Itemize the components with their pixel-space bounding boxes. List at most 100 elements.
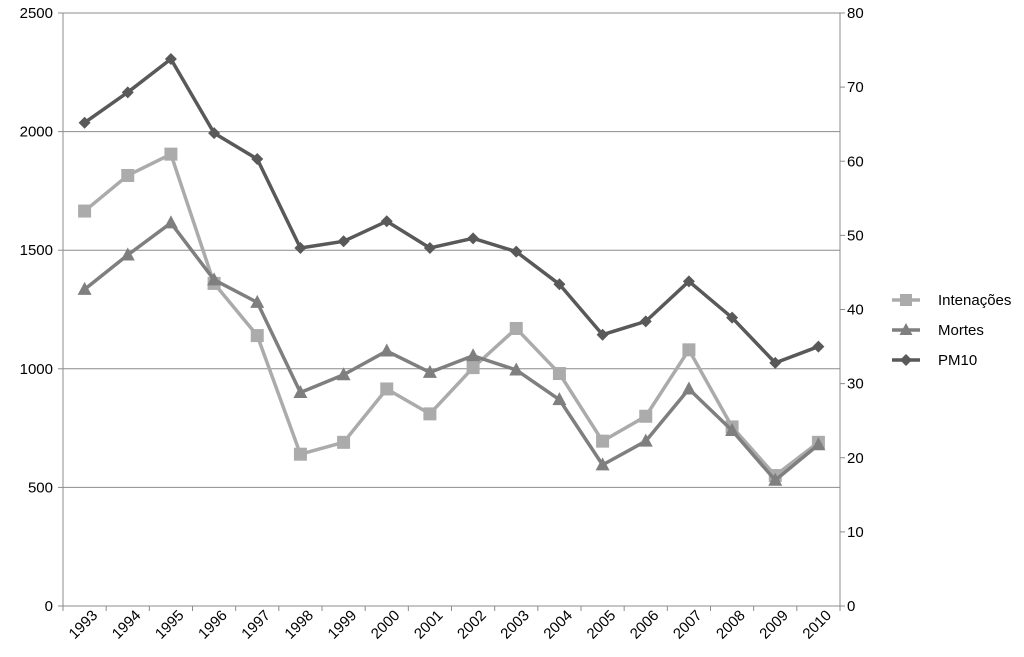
triangle-marker xyxy=(899,323,913,335)
diamond-marker xyxy=(164,52,177,65)
right-tick-label: 80 xyxy=(847,5,864,22)
series-mortes xyxy=(77,215,826,486)
series-intenações xyxy=(78,147,825,483)
left-axis-ticks: 0 500 1000 1500 2000 2500 xyxy=(20,5,63,615)
right-tick-label: 0 xyxy=(847,598,855,615)
x-tick-label: 1996 xyxy=(195,607,231,643)
right-tick-label: 30 xyxy=(847,376,864,393)
series xyxy=(77,52,826,486)
triangle-marker xyxy=(466,348,481,362)
x-tick-label: 1997 xyxy=(238,607,274,643)
right-tick-label: 70 xyxy=(847,79,864,96)
triangle-marker xyxy=(207,272,222,286)
right-tick-label: 60 xyxy=(847,153,864,170)
x-tick-label: 1993 xyxy=(66,607,102,643)
diamond-marker xyxy=(78,116,91,129)
legend-label: Intenações xyxy=(938,292,1011,309)
x-axis-ticks: 1993 1994 1995 1996 1997 1998 1999 2000 2001 2002… xyxy=(62,606,841,643)
x-tick-label: 2000 xyxy=(368,607,404,643)
triangle-marker xyxy=(509,362,524,376)
x-tick-label: 1998 xyxy=(281,607,317,643)
series-pm10 xyxy=(78,52,825,369)
triangle-marker xyxy=(681,381,696,395)
triangle-marker xyxy=(163,215,178,229)
diamond-marker xyxy=(596,328,609,341)
series-line xyxy=(83,152,820,478)
x-tick-label: 1994 xyxy=(109,607,145,643)
legend-item: Intenações xyxy=(892,292,1011,309)
triangle-marker xyxy=(725,422,740,436)
right-tick-label: 10 xyxy=(847,524,864,541)
left-tick-label: 1000 xyxy=(20,361,53,378)
triangle-marker xyxy=(552,392,567,406)
triangle-marker xyxy=(336,367,351,381)
legend: Intenações Mortes PM10 xyxy=(892,292,1011,369)
left-tick-label: 500 xyxy=(28,479,53,496)
series-line xyxy=(83,57,820,365)
square-marker xyxy=(164,147,178,161)
diamond-marker xyxy=(812,340,825,353)
diamond-marker xyxy=(682,275,695,288)
x-tick-label: 2005 xyxy=(584,607,620,643)
triangle-marker xyxy=(811,437,826,451)
triangle-marker xyxy=(250,294,265,308)
diamond-marker xyxy=(121,86,134,99)
diamond-marker xyxy=(337,235,350,248)
x-tick-label: 2002 xyxy=(454,607,490,643)
diamond-marker xyxy=(900,354,912,366)
diamond-marker xyxy=(423,241,436,254)
square-marker xyxy=(121,168,135,182)
x-tick-label: 2001 xyxy=(411,607,447,643)
left-tick-label: 2000 xyxy=(20,124,53,141)
x-tick-label: 2010 xyxy=(799,607,835,643)
diamond-marker xyxy=(639,315,652,328)
triangle-marker xyxy=(638,433,653,447)
triangle-marker xyxy=(379,343,394,357)
triangle-marker xyxy=(120,247,135,261)
diamond-marker xyxy=(380,215,393,228)
x-tick-label: 2003 xyxy=(497,607,533,643)
triangle-marker xyxy=(595,457,610,471)
triangle-marker xyxy=(77,281,92,295)
square-marker xyxy=(78,204,92,218)
left-tick-label: 1500 xyxy=(20,242,53,259)
diamond-marker xyxy=(208,127,221,140)
triangle-marker xyxy=(768,472,783,486)
square-marker xyxy=(552,367,566,381)
x-tick-label: 2008 xyxy=(713,607,749,643)
left-tick-label: 0 xyxy=(45,598,53,615)
diamond-marker xyxy=(251,153,264,166)
square-marker xyxy=(337,435,351,449)
square-marker xyxy=(509,321,523,335)
square-marker xyxy=(639,409,653,423)
diamond-marker xyxy=(553,278,566,291)
x-tick-label: 2007 xyxy=(670,607,706,643)
diamond-marker xyxy=(294,241,307,254)
legend-label: Mortes xyxy=(938,322,984,339)
x-tick-label: 1999 xyxy=(325,607,361,643)
diamond-marker xyxy=(510,245,523,258)
square-marker xyxy=(900,294,912,306)
square-marker xyxy=(293,447,307,461)
series-line xyxy=(83,221,820,483)
right-tick-label: 20 xyxy=(847,450,864,467)
square-marker xyxy=(682,343,696,357)
square-marker xyxy=(250,329,264,343)
right-axis-ticks: 0 10 20 30 40 50 60 70 80 xyxy=(840,5,864,615)
left-tick-label: 2500 xyxy=(20,5,53,22)
legend-item: PM10 xyxy=(892,352,977,369)
x-tick-label: 2009 xyxy=(756,607,792,643)
triangle-marker xyxy=(293,385,308,399)
diamond-marker xyxy=(467,232,480,245)
legend-item: Mortes xyxy=(892,322,984,339)
square-marker xyxy=(380,382,394,396)
diamond-marker xyxy=(726,311,739,324)
diamond-marker xyxy=(769,356,782,369)
square-marker xyxy=(596,434,610,448)
legend-label: PM10 xyxy=(938,352,977,369)
x-tick-label: 2006 xyxy=(627,607,663,643)
square-marker xyxy=(423,407,437,421)
square-marker xyxy=(466,361,480,375)
right-tick-label: 40 xyxy=(847,302,864,319)
